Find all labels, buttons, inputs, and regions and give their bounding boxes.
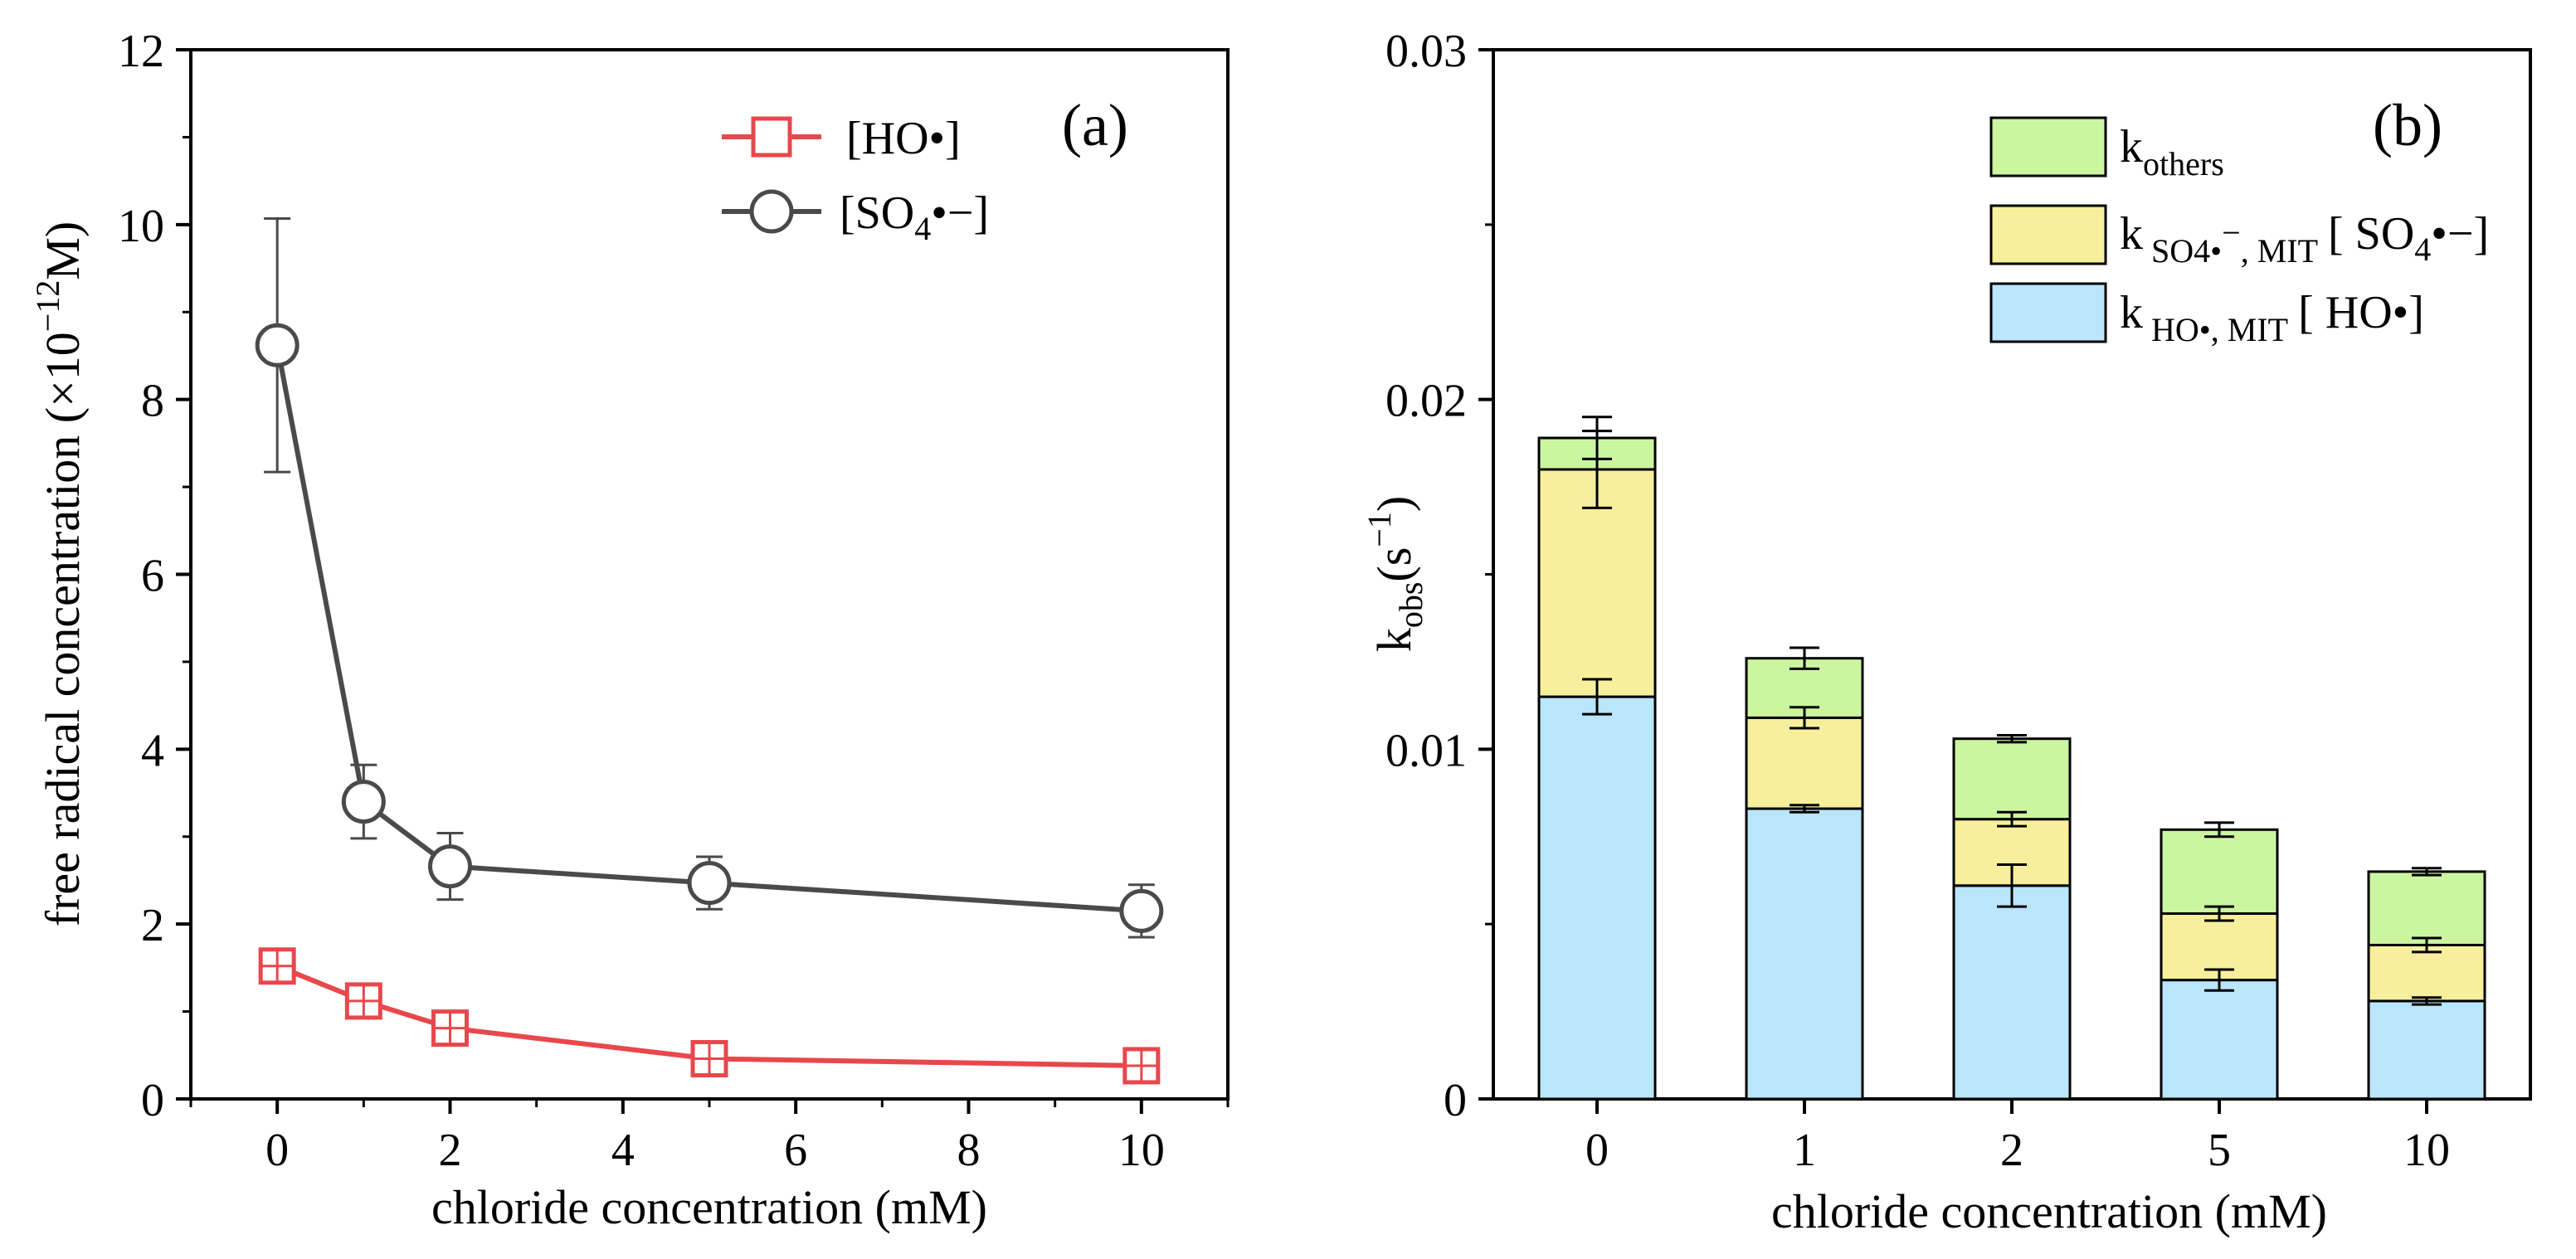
- b-x-tick-label: 10: [2403, 1125, 2450, 1176]
- panel-a-markers: [255, 323, 1164, 1085]
- a-point-circle: [255, 323, 299, 367]
- legend-label-so4-term: k SO4•−, MIT[ SO4•−]: [2120, 208, 2489, 270]
- a-y-tick-label: 12: [118, 26, 164, 77]
- b-y-tick-label: 0.01: [1385, 725, 1467, 776]
- legend-entry-ho: k HO•, MIT[ HO•]: [1989, 282, 2424, 348]
- a-y-tick-label: 10: [118, 201, 164, 252]
- a-point-circle: [1119, 888, 1164, 933]
- panel-a-y-axis-label: free radical concentration (×10−12M): [29, 221, 90, 927]
- panel-b-y-axis: 0 0.01 0.02 0.03: [1385, 26, 1493, 1126]
- b-bar-segment-0: [1745, 807, 1864, 1101]
- a-x-tick-label: 8: [957, 1125, 981, 1176]
- panel-a-x-axis: 0 2 4 6 8 10: [189, 1099, 1230, 1176]
- a-x-tick-label: 6: [784, 1125, 807, 1176]
- a-y-tick-label: 8: [141, 376, 164, 427]
- a-y-tick-label: 4: [141, 725, 164, 776]
- b-bar-segment-0: [1537, 695, 1657, 1101]
- b-bar-segment-1: [2367, 943, 2486, 1003]
- a-point-circle: [341, 780, 386, 824]
- b-bar-segment-0: [2160, 979, 2279, 1101]
- b-y-tick-label: 0: [1444, 1075, 1467, 1126]
- a-series-line-1: [275, 344, 1142, 914]
- legend-entry-so4: k SO4•−, MIT[ SO4•−]: [1989, 204, 2489, 270]
- b-bar-segment-0: [2367, 999, 2486, 1101]
- a-x-tick-label: 0: [265, 1125, 289, 1176]
- panel-a-letter: (a): [1062, 92, 1128, 158]
- panel-b-error-bars: [1582, 416, 2442, 1006]
- panel-b-x-axis-label: chloride concentration (mM): [1771, 1184, 2327, 1238]
- panel-a-legend: [HO•] [SO4•−]: [722, 113, 989, 247]
- a-y-tick-label: 0: [141, 1075, 164, 1126]
- legend-label-others: kothers: [2120, 121, 2224, 182]
- a-point-circle: [687, 861, 732, 906]
- panel-b-letter: (b): [2373, 92, 2442, 158]
- legend-entry-so4: [SO4•−]: [722, 187, 989, 247]
- b-bar-segment-2: [1952, 737, 2072, 821]
- panel-b-legend: kothers k SO4•−, MIT[ SO4•−] k HO•, MIT[ H…: [1989, 116, 2489, 348]
- panel-a-series-lines: [275, 344, 1142, 1068]
- legend-entry-others: kothers: [1989, 116, 2224, 182]
- a-x-tick-label: 2: [439, 1125, 462, 1176]
- b-bar-segment-2: [2160, 828, 2279, 916]
- legend-entry-ho: [HO•]: [722, 113, 961, 164]
- b-x-tick-label: 0: [1585, 1125, 1609, 1176]
- panel-b-y-axis-label: kobs(s−1): [1361, 496, 1429, 652]
- legend-label-ho: [HO•]: [846, 113, 961, 164]
- a-y-tick-label: 2: [141, 900, 164, 951]
- panel-a-line-chart: 0 2 4 6 8 10 12 0 2 4 6 8 10 (a) [HO•] [SO4•−] chlo…: [29, 26, 1230, 1234]
- panel-a-plot-frame: [189, 48, 1230, 1101]
- panel-a-x-axis-label: chloride concentration (mM): [431, 1180, 987, 1234]
- a-x-tick-label: 10: [1118, 1125, 1165, 1176]
- panel-a-y-axis: 0 2 4 6 8 10 12: [118, 26, 191, 1126]
- panel-b-bars: [1537, 436, 2486, 1101]
- panel-b-x-axis: 0 1 2 5 10: [1585, 1099, 2450, 1176]
- b-x-tick-label: 2: [2000, 1125, 2023, 1176]
- b-y-tick-label: 0.03: [1385, 26, 1467, 77]
- legend-label-so4: [SO4•−]: [840, 187, 989, 247]
- b-x-tick-label: 5: [2208, 1125, 2231, 1176]
- b-x-tick-label: 1: [1793, 1125, 1816, 1176]
- a-y-tick-label: 6: [141, 551, 164, 602]
- panel-b-stacked-bar-chart: 0 0.01 0.02 0.03 0 1 2 5 10 (b) kothers k SO4•−,…: [1361, 26, 2532, 1238]
- panel-a-error-bars: [264, 216, 1155, 1074]
- b-bar-segment-2: [2367, 870, 2486, 946]
- b-bar-segment-0: [1952, 884, 2072, 1101]
- b-y-tick-label: 0.02: [1385, 376, 1467, 427]
- a-x-tick-label: 4: [611, 1125, 635, 1176]
- b-bar-segment-1: [1745, 716, 1864, 810]
- a-point-circle: [428, 844, 472, 889]
- legend-label-ho-term: k HO•, MIT[ HO•]: [2120, 287, 2424, 348]
